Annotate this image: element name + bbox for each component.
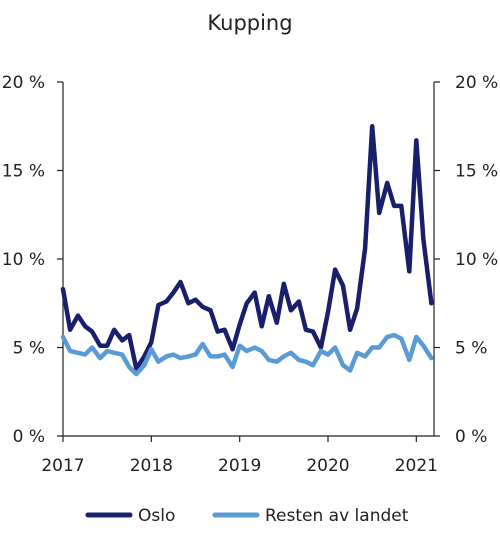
- y-tick-label-left: 0 %: [13, 427, 45, 447]
- y-tick-label-right: 20 %: [455, 73, 498, 93]
- y-tick-label-left: 5 %: [13, 339, 45, 359]
- y-tick-label-right: 10 %: [455, 250, 498, 270]
- x-tick-label: 2021: [395, 456, 438, 476]
- x-ticks: 2017 2018 2019 2020 2021: [41, 436, 438, 476]
- y-tick-label-left: 10 %: [2, 250, 45, 270]
- series-line-oslo: [60, 124, 434, 371]
- y-tick-label-left: 15 %: [2, 162, 45, 182]
- chart-title: Kupping: [207, 11, 292, 35]
- y-tick-label-right: 15 %: [455, 162, 498, 182]
- series-line-resten-av-landet: [60, 332, 434, 377]
- axes: [62, 82, 435, 437]
- x-tick-label: 2020: [306, 456, 349, 476]
- series-layer: [60, 124, 434, 377]
- y-tick-label-right: 5 %: [455, 339, 487, 359]
- x-tick-label: 2017: [41, 456, 84, 476]
- y-ticks-left: 0 % 5 % 10 % 15 % 20 %: [2, 73, 63, 447]
- y-tick-label-left: 20 %: [2, 73, 45, 93]
- x-tick-label: 2018: [130, 456, 173, 476]
- legend-label-resten-av-landet: Resten av landet: [265, 506, 409, 526]
- x-tick-label: 2019: [218, 456, 261, 476]
- y-tick-label-right: 0 %: [455, 427, 487, 447]
- y-ticks-right: 0 % 5 % 10 % 15 % 20 %: [434, 73, 498, 447]
- legend-label-oslo: Oslo: [138, 506, 175, 526]
- legend: Oslo Resten av landet: [85, 506, 409, 526]
